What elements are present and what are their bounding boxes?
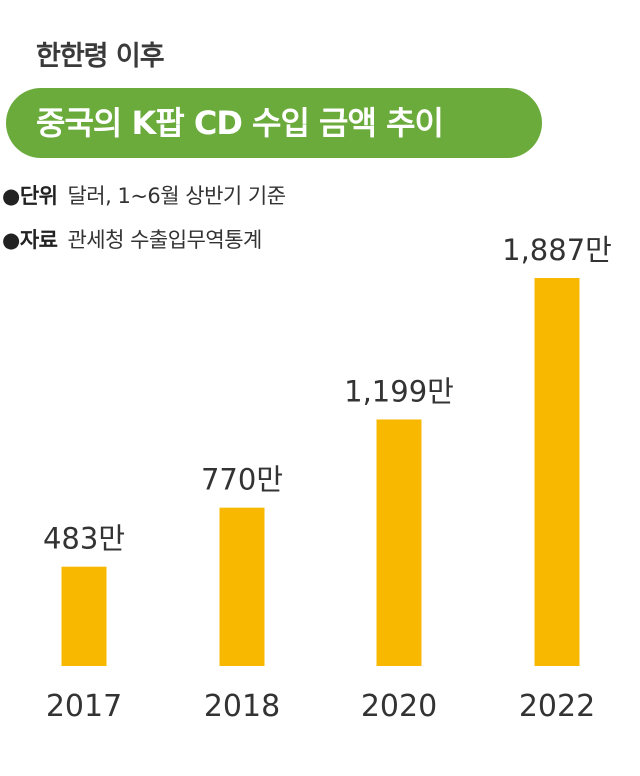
title-banner: 중국의 K팝 CD 수입 금액 추이 [6,88,542,158]
value-label-2017: 483만 [43,522,125,556]
x-tick-label-2018: 2018 [204,689,280,724]
bar-2018 [219,507,265,666]
source-note-key: 자료 [19,228,58,252]
value-label-2018: 770만 [201,463,283,497]
bullet-icon: ● [2,184,20,208]
source-note-value: 관세청 수출입무역통계 [67,228,262,252]
unit-note-key: 단위 [19,184,58,208]
bar-2022 [534,278,580,666]
unit-note-value: 달러, 1~6월 상반기 기준 [67,184,286,208]
bar-2017 [61,566,107,666]
value-label-2022: 1,887만 [502,233,612,267]
unit-note: ●단위 달러, 1~6월 상반기 기준 [2,180,286,210]
source-note: ●자료 관세청 수출입무역통계 [2,224,262,254]
chart-title: 중국의 K팝 CD 수입 금액 추이 [36,104,444,142]
x-tick-label-2017: 2017 [46,689,122,724]
bar-2020 [376,419,422,666]
chart-kicker: 한한령 이후 [36,41,165,72]
x-tick-label-2022: 2022 [519,689,595,724]
bullet-icon: ● [2,228,20,252]
value-label-2020: 1,199만 [344,374,454,408]
x-tick-label-2020: 2020 [361,689,437,724]
